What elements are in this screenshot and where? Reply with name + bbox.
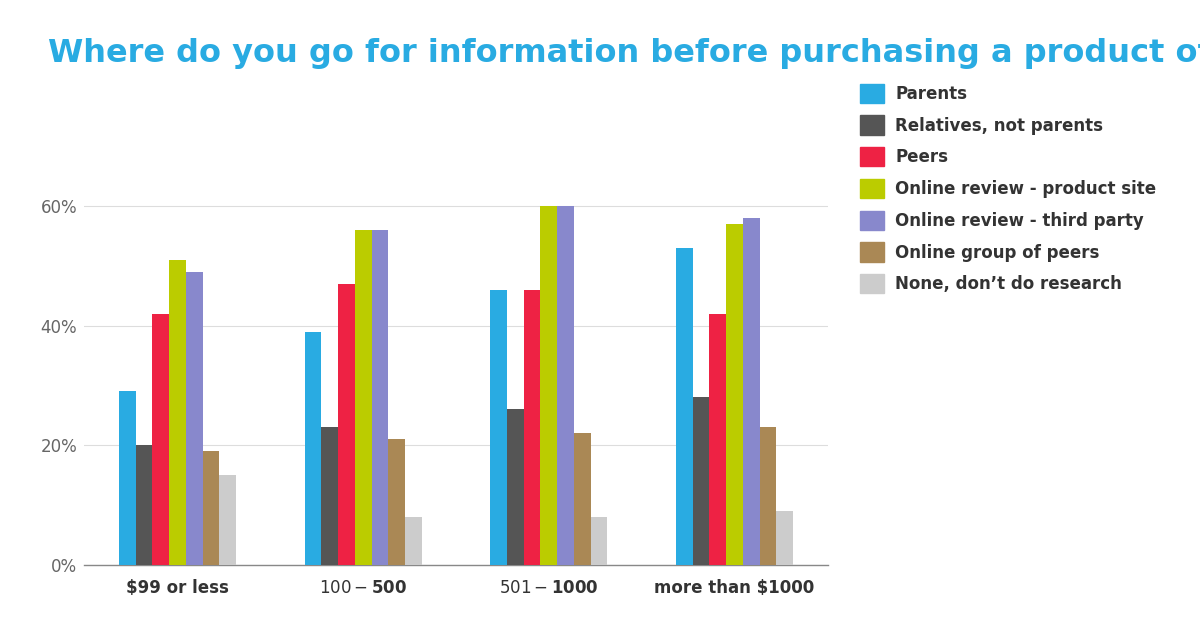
Bar bbox=[203, 452, 220, 565]
Bar bbox=[322, 428, 338, 565]
Bar bbox=[491, 290, 508, 565]
Bar bbox=[540, 206, 557, 565]
Bar bbox=[355, 230, 372, 565]
Bar bbox=[590, 517, 607, 565]
Bar bbox=[220, 475, 236, 565]
Bar bbox=[557, 206, 574, 565]
Bar bbox=[726, 224, 743, 565]
Bar bbox=[305, 332, 322, 565]
Bar bbox=[338, 284, 355, 565]
Bar bbox=[574, 433, 590, 565]
Bar bbox=[743, 218, 760, 565]
Bar bbox=[152, 313, 169, 565]
Bar bbox=[389, 440, 404, 565]
Bar bbox=[508, 409, 523, 565]
Bar bbox=[523, 290, 540, 565]
Bar bbox=[119, 391, 136, 565]
Bar bbox=[692, 398, 709, 565]
Bar bbox=[776, 511, 793, 565]
Bar bbox=[676, 247, 692, 565]
Bar bbox=[404, 517, 421, 565]
Bar bbox=[372, 230, 389, 565]
Bar bbox=[136, 445, 152, 565]
Bar bbox=[169, 260, 186, 565]
Text: Where do you go for information before purchasing a product of varying price?: Where do you go for information before p… bbox=[48, 38, 1200, 68]
Bar bbox=[760, 428, 776, 565]
Legend: Parents, Relatives, not parents, Peers, Online review - product site, Online rev: Parents, Relatives, not parents, Peers, … bbox=[860, 84, 1157, 293]
Bar bbox=[186, 272, 203, 565]
Bar bbox=[709, 313, 726, 565]
